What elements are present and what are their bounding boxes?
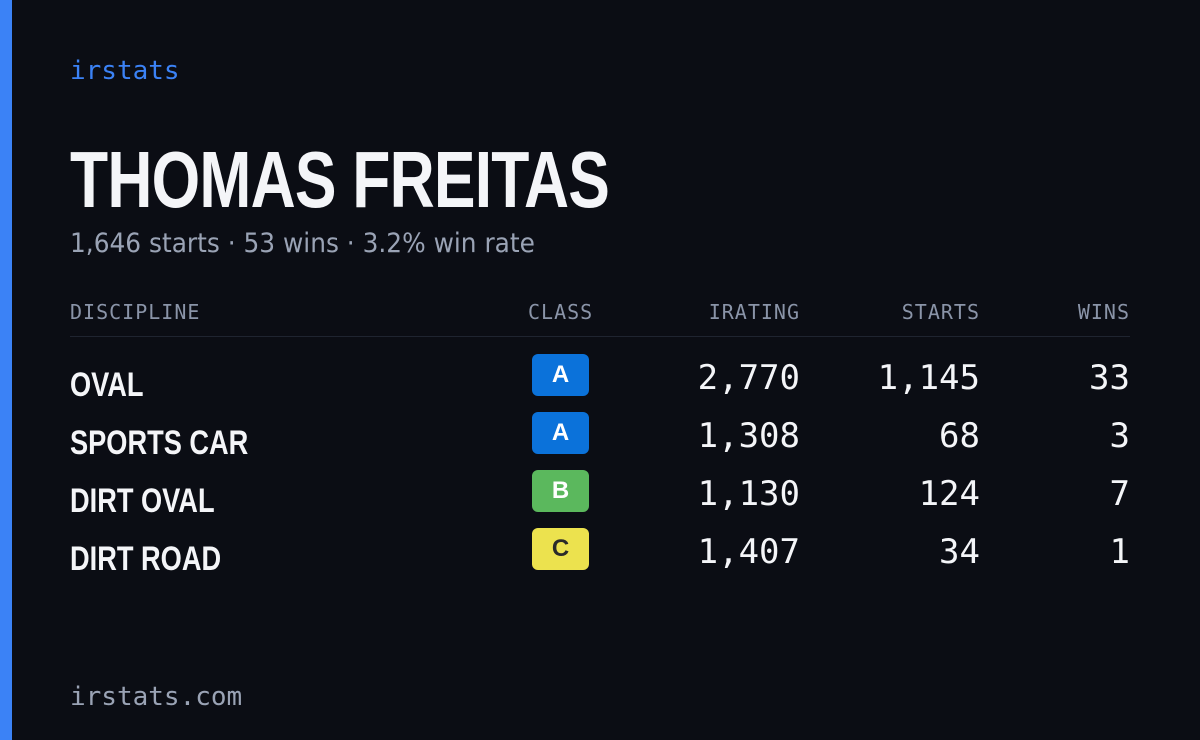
brand: irstats	[70, 56, 180, 86]
class-badge: A	[532, 412, 589, 454]
column-header: IRATING	[708, 300, 800, 324]
column-header: CLASS	[528, 300, 594, 324]
stat-value: 1	[1109, 532, 1130, 572]
stat-value: 3	[1109, 416, 1130, 456]
stat-value: 124	[918, 474, 980, 514]
discipline: DIRT ROAD	[70, 540, 222, 578]
stat-value: 34	[939, 532, 980, 572]
player-name: THOMAS FREITAS	[70, 135, 610, 224]
summary: 1,646 starts · 53 wins · 3.2% win rate	[70, 228, 535, 259]
footer-url: irstats.com	[70, 682, 243, 712]
class-badge: B	[532, 470, 589, 512]
stat-value: 33	[1089, 358, 1130, 398]
stat-value: 1,407	[697, 532, 800, 572]
discipline: OVAL	[70, 366, 144, 404]
class-badge: C	[532, 528, 589, 570]
discipline: SPORTS CAR	[70, 424, 249, 462]
column-header: WINS	[1077, 300, 1130, 324]
header-rule	[70, 336, 1130, 337]
stat-value: 1,145	[877, 358, 980, 398]
class-badge: A	[532, 354, 589, 396]
accent-stripe	[0, 0, 12, 740]
column-header: STARTS	[901, 300, 980, 324]
stat-value: 1,308	[697, 416, 800, 456]
stat-value: 7	[1109, 474, 1130, 514]
stat-value: 1,130	[697, 474, 800, 514]
stat-value: 2,770	[697, 358, 800, 398]
stat-value: 68	[939, 416, 980, 456]
discipline: DIRT OVAL	[70, 482, 215, 520]
column-header: DISCIPLINE	[70, 300, 201, 324]
